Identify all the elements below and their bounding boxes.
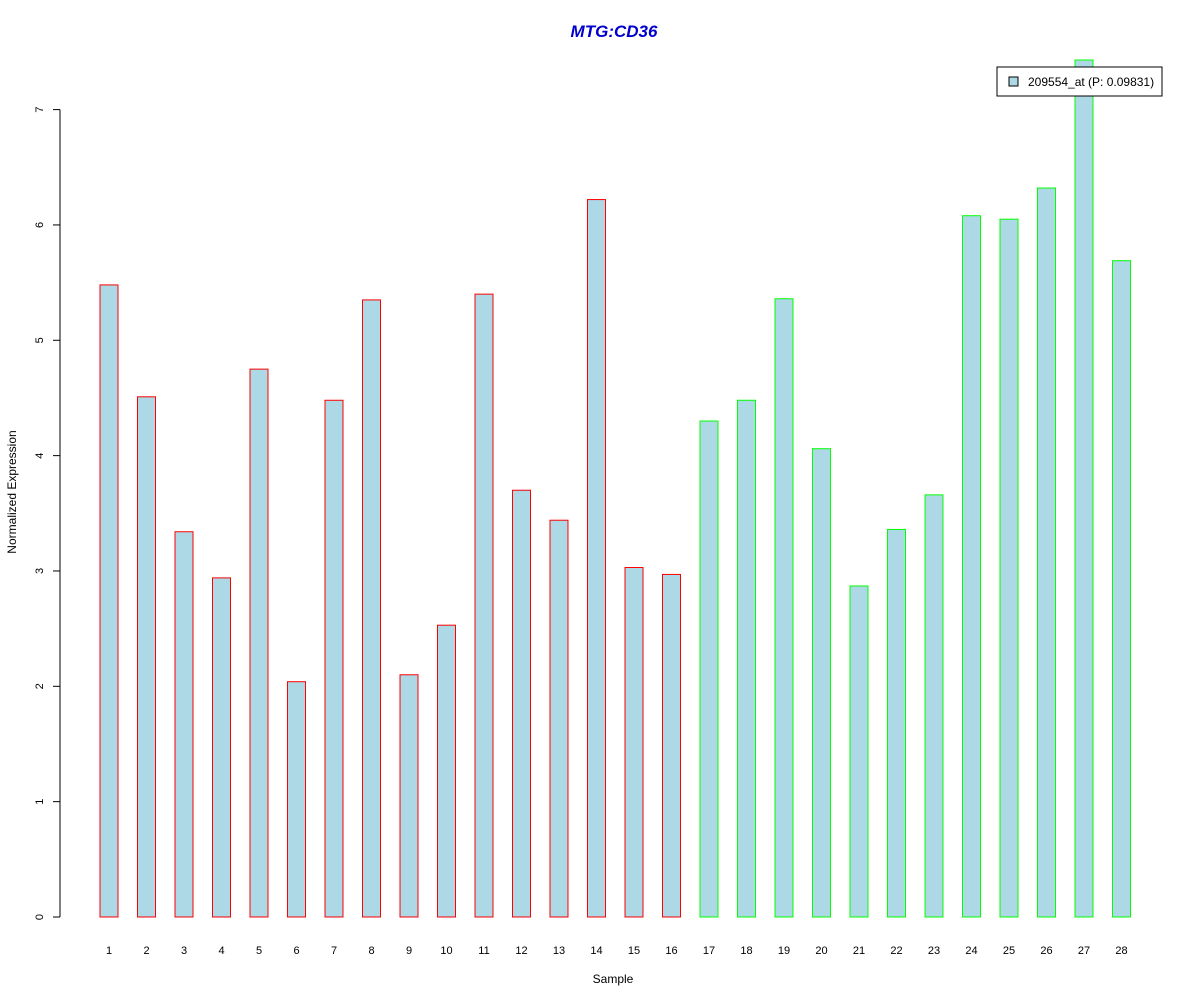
bar-sample-21 <box>849 585 869 918</box>
bar-sample-11 <box>474 293 494 918</box>
bar-sample-4 <box>212 577 231 918</box>
x-tick-label: 12 <box>515 945 527 957</box>
legend-label: 209554_at (P: 0.09831) <box>1028 75 1154 89</box>
bar-sample-12 <box>512 489 531 918</box>
bar-sample-19 <box>774 298 794 918</box>
x-tick-label: 7 <box>331 945 337 957</box>
x-tick-label: 22 <box>890 945 902 957</box>
chart-title: MTG:CD36 <box>571 22 658 41</box>
legend-swatch <box>1008 76 1019 87</box>
x-tick-label: 8 <box>368 945 374 957</box>
x-tick-label: 25 <box>1003 945 1015 957</box>
x-tick-label: 5 <box>256 945 262 957</box>
bar-sample-18 <box>737 399 756 918</box>
bar-sample-27 <box>1074 59 1094 918</box>
bar-sample-17 <box>699 420 719 918</box>
bar-sample-7 <box>324 399 344 918</box>
x-tick-label: 11 <box>478 945 489 957</box>
x-axis-label: Sample <box>593 972 634 986</box>
y-axis: 0 1 2 3 4 5 6 7 <box>34 107 61 920</box>
bar-sample-1 <box>99 284 119 918</box>
bar-sample-10 <box>437 624 456 918</box>
bar-sample-28 <box>1112 260 1131 918</box>
y-tick-label: 4 <box>34 453 46 459</box>
x-tick-label: 3 <box>181 945 187 957</box>
x-tick-label: 19 <box>778 945 790 957</box>
bar-sample-25 <box>999 218 1019 918</box>
x-tick-label: 17 <box>703 945 715 957</box>
y-tick-label: 0 <box>34 914 46 920</box>
x-tick-label: 21 <box>853 945 865 957</box>
x-tick-labels: 1 2 3 4 5 6 7 8 9 10 11 12 13 14 15 16 17 18 19 20 21 22 23 24 2… <box>106 945 1128 957</box>
x-tick-label: 16 <box>665 945 677 957</box>
x-tick-label: 2 <box>143 945 149 957</box>
bar-sample-15 <box>624 567 644 918</box>
x-tick-label: 9 <box>406 945 412 957</box>
y-tick-label: 5 <box>34 337 46 343</box>
y-tick-label: 6 <box>34 222 46 228</box>
x-tick-label: 28 <box>1115 945 1127 957</box>
bar-sample-26 <box>1037 187 1056 918</box>
bar-sample-3 <box>174 531 194 918</box>
bar-sample-8 <box>362 299 381 918</box>
bar-sample-2 <box>137 396 156 918</box>
x-tick-label: 6 <box>293 945 299 957</box>
x-tick-label: 26 <box>1040 945 1052 957</box>
bar-sample-13 <box>549 519 569 918</box>
bar-sample-24 <box>962 215 981 918</box>
x-tick-label: 20 <box>815 945 827 957</box>
x-tick-label: 23 <box>928 945 940 957</box>
y-tick-label: 1 <box>34 799 46 805</box>
x-tick-label: 1 <box>106 945 112 957</box>
bar-sample-23 <box>924 494 944 918</box>
bar-sample-22 <box>887 528 906 918</box>
x-tick-label: 18 <box>740 945 752 957</box>
x-tick-label: 27 <box>1078 945 1090 957</box>
bar-sample-16 <box>662 573 681 918</box>
bar-sample-14 <box>587 199 606 918</box>
y-axis-label: Normalized Expression <box>5 430 19 553</box>
bar-sample-20 <box>812 448 831 918</box>
x-tick-label: 4 <box>218 945 224 957</box>
bar-sample-6 <box>287 681 306 918</box>
x-tick-label: 14 <box>590 945 602 957</box>
bars-group <box>99 59 1131 918</box>
bar-sample-5 <box>249 368 269 918</box>
x-tick-label: 24 <box>965 945 977 957</box>
y-tick-label: 3 <box>34 568 46 574</box>
y-tick-label: 2 <box>34 683 46 689</box>
y-tick-label: 7 <box>34 107 46 113</box>
x-tick-label: 15 <box>628 945 640 957</box>
legend: 209554_at (P: 0.09831) <box>996 66 1163 97</box>
legend-box <box>996 66 1163 97</box>
x-tick-label: 13 <box>553 945 565 957</box>
bar-sample-9 <box>399 674 419 918</box>
x-tick-label: 10 <box>440 945 452 957</box>
